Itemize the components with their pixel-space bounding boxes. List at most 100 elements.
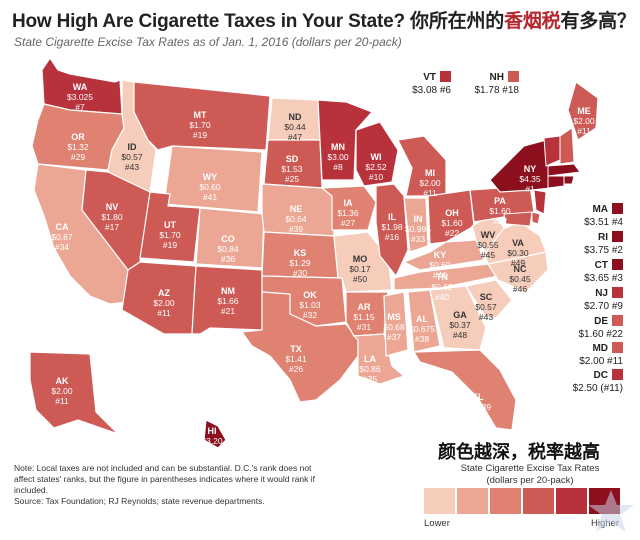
- state-rank-nv: #17: [105, 222, 119, 232]
- state-rank-il: #16: [385, 232, 399, 242]
- state-value-il: $1.98: [381, 222, 403, 232]
- side-label-md: MD: [592, 343, 608, 354]
- state-ak: [29, 351, 119, 435]
- state-rank-ne: #39: [289, 224, 303, 234]
- side-value-nh: $1.78 #18: [475, 85, 520, 96]
- state-label-la: LA: [364, 354, 376, 364]
- state-nj: [533, 189, 547, 215]
- state-label-ca: CA: [56, 222, 69, 232]
- state-value-mi: $2.00: [419, 178, 441, 188]
- state-label-ny: NY: [524, 164, 537, 174]
- state-rank-me: #11: [577, 126, 591, 136]
- state-oh: [427, 189, 475, 245]
- state-rank-ks: #30: [293, 268, 307, 278]
- state-value-pa: $1.60: [489, 206, 511, 216]
- state-rank-mt: #19: [193, 130, 207, 140]
- state-md: [503, 211, 533, 227]
- state-label-nv: NV: [106, 202, 119, 212]
- state-value-oh: $1.60: [441, 218, 463, 228]
- legend-swatch-2: [457, 488, 488, 514]
- state-value-or: $1.32: [67, 142, 89, 152]
- state-label-ne: NE: [290, 204, 303, 214]
- state-me: [567, 81, 599, 141]
- state-label-wa: WA: [73, 82, 88, 92]
- state-label-ia: IA: [344, 198, 354, 208]
- side-swatch-nj: [612, 287, 623, 298]
- side-value-vt: $3.08 #6: [412, 85, 451, 96]
- state-ma: [547, 163, 581, 177]
- state-label-or: OR: [71, 132, 85, 142]
- state-value-hi: $3.20: [201, 436, 223, 446]
- legend-subtitle: State Cigarette Excise Tax Rates: [460, 463, 600, 474]
- small-states-legend: VT $3.08 #6 NH $1.78 #18 MA $3.51 #4 RI $3.75 #…: [412, 71, 623, 394]
- state-fl: [412, 349, 517, 431]
- state-wa: [41, 56, 123, 115]
- state-rank-al: #38: [415, 334, 429, 344]
- state-rank-mo: #50: [353, 274, 367, 284]
- state-rank-wy: #41: [203, 192, 217, 202]
- state-value-mt: $1.70: [189, 120, 211, 130]
- state-wi: [355, 121, 399, 187]
- state-mt: [133, 81, 271, 151]
- states-layer: [29, 56, 599, 449]
- state-value-nm: $1.66: [217, 296, 239, 306]
- state-label-az: AZ: [158, 288, 170, 298]
- side-value-dc: $2.50 (#11): [573, 383, 623, 394]
- state-label-wi: WI: [371, 152, 382, 162]
- side-label-de: DE: [594, 316, 608, 327]
- state-value-ms: $0.68: [383, 322, 405, 332]
- side-swatch-ct: [612, 259, 623, 270]
- state-value-in: $0.995: [405, 224, 431, 234]
- color-scale-legend: [424, 488, 620, 514]
- state-label-mt: MT: [194, 110, 207, 120]
- state-rank-nm: #21: [221, 306, 235, 316]
- side-swatch-vt: [440, 71, 451, 82]
- state-value-ok: $1.03: [299, 300, 321, 310]
- state-hi: [203, 419, 227, 449]
- map-subtitle: State Cigarette Excise Tax Rates as of J…: [14, 35, 402, 49]
- state-value-nv: $1.80: [101, 212, 123, 222]
- state-rank-hi: #5: [207, 446, 217, 456]
- legend-low-label: Lower: [424, 518, 450, 529]
- state-label-va: VA: [512, 238, 524, 248]
- state-rank-nd: #47: [288, 132, 302, 142]
- state-label-mo: MO: [353, 254, 368, 264]
- state-rank-nc: #46: [513, 284, 527, 294]
- state-label-oh: OH: [445, 208, 459, 218]
- state-value-nd: $0.44: [284, 122, 306, 132]
- side-value-de: $1.60 #22: [579, 329, 624, 340]
- state-label-hi: HI: [208, 426, 217, 436]
- legend-title: 颜色越深，税率越高: [438, 442, 600, 462]
- side-label-nh: NH: [490, 72, 504, 83]
- state-label-sc: SC: [480, 292, 493, 302]
- state-value-ne: $0.64: [285, 214, 307, 224]
- labels-layer: WA$3.025#7OR$1.32#29CA$0.87#34ID$0.57#43…: [51, 82, 595, 456]
- state-ms: [383, 291, 409, 357]
- footnote: Note: Local taxes are not included and c…: [14, 463, 316, 495]
- state-label-pa: PA: [494, 196, 506, 206]
- state-rank-la: #35: [363, 374, 377, 384]
- state-rank-wa: #7: [75, 102, 85, 112]
- state-label-mn: MN: [331, 142, 345, 152]
- state-value-me: $2.00: [573, 116, 595, 126]
- state-value-wy: $0.60: [199, 182, 221, 192]
- state-value-ia: $1.36: [337, 208, 359, 218]
- side-swatch-de: [612, 315, 623, 326]
- state-value-co: $0.84: [217, 244, 239, 254]
- state-il: [375, 183, 409, 278]
- state-rank-ut: #19: [163, 240, 177, 250]
- title-chinese-highlight: 香烟税: [504, 11, 561, 32]
- state-mo: [333, 231, 393, 293]
- state-value-tx: $1.41: [285, 354, 307, 364]
- title-chinese: 你所在州的: [410, 11, 505, 32]
- state-value-wa: $3.025: [67, 92, 93, 102]
- state-in: [403, 194, 429, 253]
- state-value-ga: $0.37: [449, 320, 471, 330]
- side-swatch-ri: [612, 231, 623, 242]
- state-label-sd: SD: [286, 154, 299, 164]
- state-value-ar: $1.15: [353, 312, 375, 322]
- state-label-tn: TN: [436, 272, 448, 282]
- state-value-fl: $1.339: [465, 402, 491, 412]
- state-rank-oh: #22: [445, 228, 459, 238]
- state-value-mn: $3.00: [327, 152, 349, 162]
